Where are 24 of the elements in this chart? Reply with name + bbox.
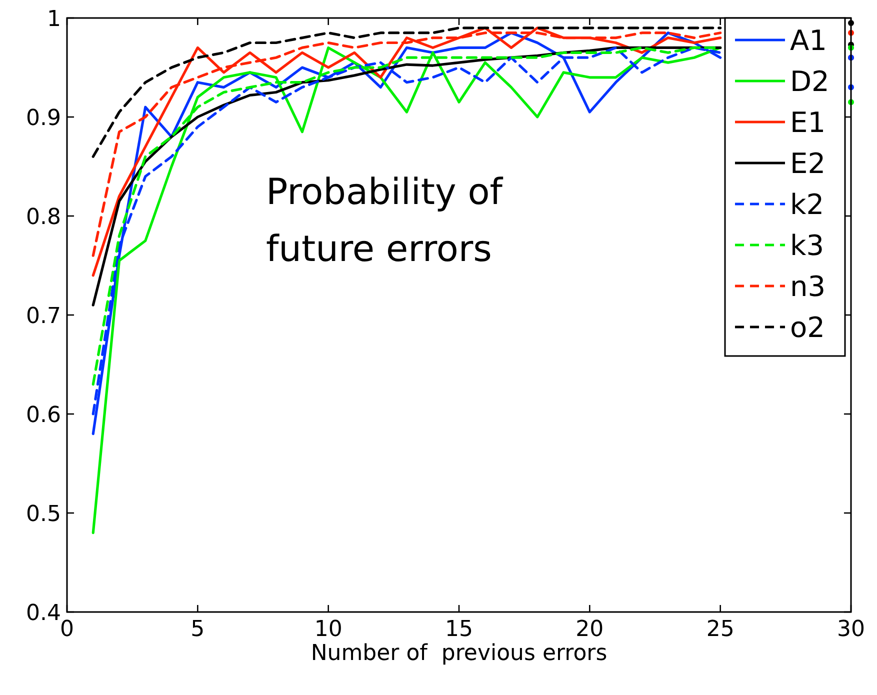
x-tick-label: 30 [837, 617, 865, 642]
legend-label: o2 [790, 311, 825, 344]
x-tick-label: 0 [60, 617, 74, 642]
y-tick-label: 0.6 [26, 403, 61, 428]
legend-label: D2 [790, 65, 830, 98]
y-tick-label: 0.9 [26, 106, 61, 131]
y-tick-label: 1 [47, 7, 61, 32]
x-tick-label: 20 [576, 617, 604, 642]
y-tick-label: 0.8 [26, 205, 61, 230]
legend-label: k2 [790, 188, 824, 221]
legend-label: E1 [790, 106, 826, 139]
x-tick-label: 25 [706, 617, 734, 642]
legend-label: E2 [790, 147, 826, 180]
y-tick-label: 0.7 [26, 304, 61, 329]
x-tick-label: 15 [445, 617, 473, 642]
annotation: Probability of future errors [266, 172, 504, 270]
x-tick-label: 10 [314, 617, 342, 642]
legend-label: n3 [790, 270, 826, 303]
x-tick-label: 5 [190, 617, 205, 642]
legend-label: k3 [790, 229, 824, 262]
x-axis-title: Number of previous errors [310, 641, 608, 666]
y-tick-label: 0.4 [26, 601, 61, 626]
y-tick-label: 0.5 [26, 502, 61, 527]
legend-label: A1 [790, 24, 827, 57]
